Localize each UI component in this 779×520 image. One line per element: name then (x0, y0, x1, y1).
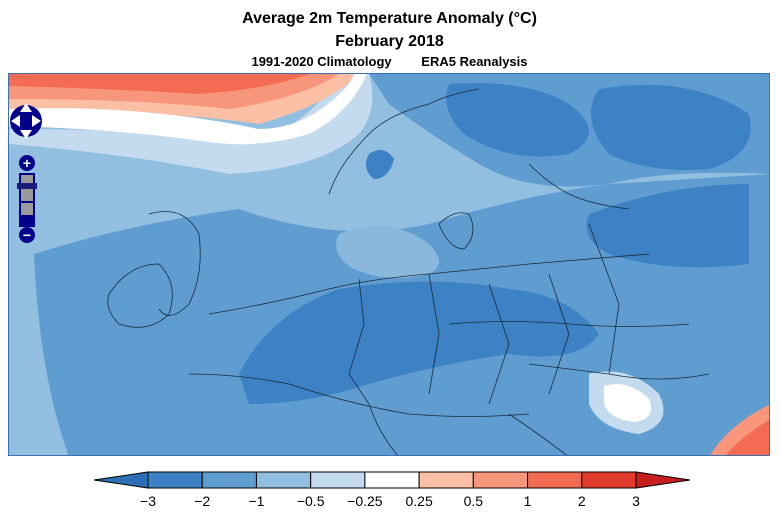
map-period: February 2018 (335, 33, 444, 50)
colorbar-tick-label: 0.5 (464, 493, 484, 509)
colorbar: −3 −2 −1 −0.5 −0.25 0.25 0.5 1 2 3 (0, 466, 779, 515)
pan-right-icon[interactable] (32, 115, 41, 127)
climatology-label: 1991-2020 Climatology (251, 54, 392, 69)
colorbar-tick-label: 2 (578, 493, 586, 509)
pan-down-icon[interactable] (20, 130, 32, 139)
colorbar-segment (364, 471, 420, 489)
colorbar-tick-label: −1 (248, 493, 264, 509)
pan-control[interactable] (10, 103, 42, 139)
zoom-in-button[interactable]: + (19, 155, 35, 171)
zoom-in-label: + (23, 155, 31, 171)
colorbar-segment (255, 471, 312, 489)
colorbar-max-arrow (635, 471, 691, 489)
colorbar-segment (527, 471, 583, 489)
colorbar-tick-label: 1 (524, 493, 532, 509)
colorbar-tick-label: −0.25 (347, 493, 383, 509)
anomaly-field (9, 74, 769, 455)
pan-up-icon[interactable] (20, 103, 32, 112)
map-subtitle: 1991-2020 Climatology ERA5 Reanalysis (0, 54, 779, 69)
colorbar-tick-label: −0.5 (297, 493, 325, 509)
colorbar-segment (472, 471, 529, 489)
colorbar-tick-label: 0.25 (405, 493, 432, 509)
colorbar-segment (147, 471, 203, 489)
colorbar-segment (310, 471, 366, 489)
pan-left-icon[interactable] (11, 115, 20, 127)
colorbar-segment (581, 471, 637, 489)
map-navigation: + − (10, 95, 44, 245)
zoom-out-label: − (23, 227, 31, 243)
colorbar-min-arrow (93, 471, 149, 489)
colorbar-tick-label: −3 (140, 493, 156, 509)
zoom-slider-handle[interactable] (17, 183, 37, 189)
anomaly-map[interactable] (8, 73, 770, 456)
zoom-out-button[interactable]: − (19, 227, 35, 243)
colorbar-segment (201, 471, 257, 489)
colorbar-tick-label: −2 (194, 493, 210, 509)
map-title: Average 2m Temperature Anomaly (°C) (242, 10, 537, 27)
colorbar-tick-label: 3 (632, 493, 640, 509)
colorbar-segment (418, 471, 474, 489)
dataset-label: ERA5 Reanalysis (421, 54, 528, 69)
